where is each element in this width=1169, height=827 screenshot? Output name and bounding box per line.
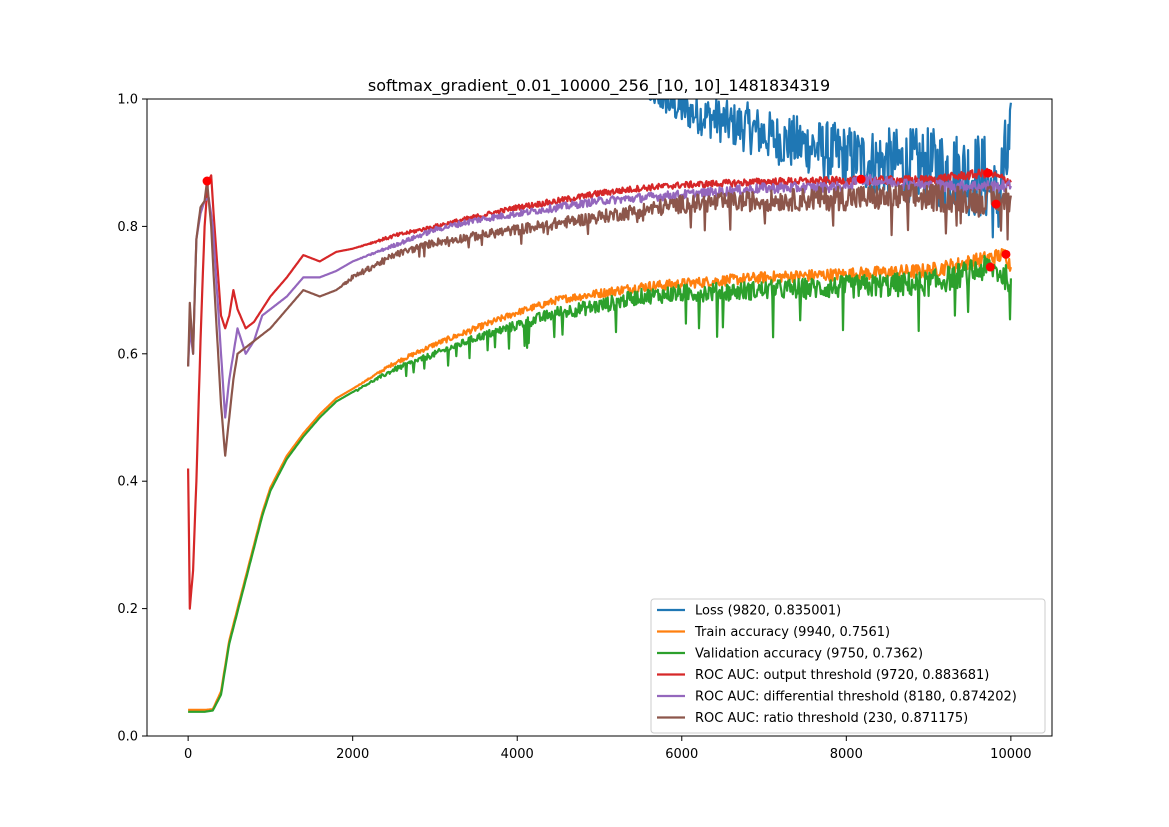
- y-tick-label: 1.0: [117, 93, 138, 108]
- best-value-marker: [202, 176, 212, 186]
- best-value-marker: [856, 174, 866, 184]
- y-tick-label: 0.4: [117, 475, 138, 490]
- best-value-marker: [991, 199, 1001, 209]
- plot-frame: [146, 98, 1053, 737]
- chart-title: softmax_gradient_0.01_10000_256_[10, 10]…: [368, 76, 830, 96]
- best-value-marker: [985, 262, 995, 272]
- legend-label: ROC AUC: output threshold (9720, 0.88368…: [695, 668, 989, 683]
- x-tick-label: 4000: [501, 747, 534, 762]
- series-layer: [187, 99, 1012, 713]
- best-value-marker: [983, 168, 993, 178]
- x-tick-label: 0: [184, 747, 192, 762]
- legend-label: ROC AUC: ratio threshold (230, 0.871175): [695, 711, 968, 726]
- y-tick-label: 0.8: [117, 220, 138, 235]
- x-tick-label: 2000: [336, 747, 369, 762]
- legend: Loss (9820, 0.835001) Train accuracy (994…: [650, 598, 1046, 734]
- legend-label: Loss (9820, 0.835001): [695, 604, 841, 619]
- x-tick-label: 6000: [665, 747, 698, 762]
- marker-layer: [202, 168, 1011, 272]
- legend-label: ROC AUC: differential threshold (8180, 0…: [695, 690, 1017, 705]
- best-value-marker: [1001, 249, 1011, 259]
- x-tick-label: 8000: [830, 747, 863, 762]
- y-tick-label: 0.0: [117, 730, 138, 745]
- series-line: [187, 180, 1012, 457]
- series-line: [187, 248, 1012, 712]
- y-tick-label: 0.6: [117, 347, 138, 362]
- y-axis: 0.0 0.2 0.4 0.6 0.8 1.0: [117, 93, 147, 745]
- legend-label: Train accuracy (9940, 0.7561): [694, 625, 890, 640]
- x-axis: 0 2000 4000 6000 8000 10000: [184, 736, 1032, 762]
- series-line: [187, 254, 1012, 713]
- legend-box: [650, 598, 1046, 734]
- y-tick-label: 0.2: [117, 602, 138, 617]
- series-line: [187, 173, 1012, 419]
- legend-label: Validation accuracy (9750, 0.7362): [695, 647, 923, 662]
- x-tick-label: 10000: [990, 747, 1031, 762]
